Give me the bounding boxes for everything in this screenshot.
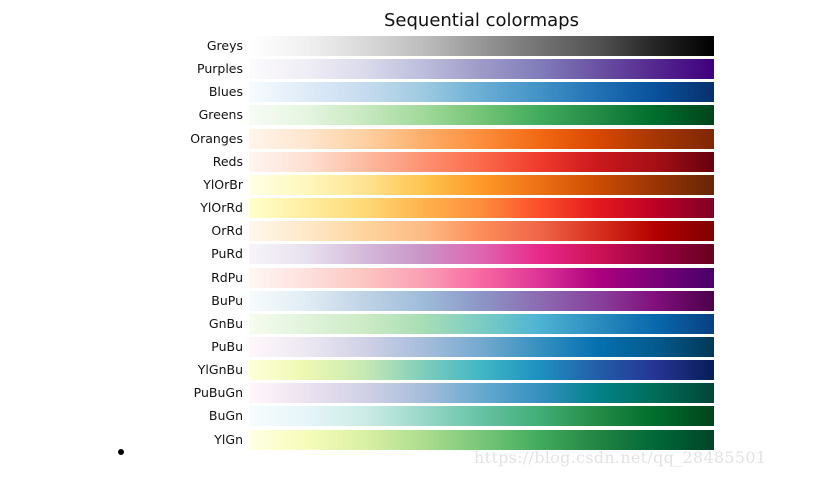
- colormap-bar-pubu: [249, 336, 714, 357]
- colormap-label-ylorbr: YlOrBr: [203, 176, 243, 192]
- colormap-label-bugn: BuGn: [208, 408, 243, 424]
- colormap-bar-bugn: [249, 406, 714, 427]
- colormap-bar-purd: [249, 244, 714, 265]
- colormap-label-ylgn: YlGn: [214, 431, 243, 447]
- colormap-bar-oranges: [249, 128, 714, 149]
- colormap-bar-bupu: [249, 290, 714, 311]
- colormap-bar-blues: [249, 82, 714, 103]
- chart-title: Sequential colormaps: [383, 10, 579, 31]
- colormap-bar-purples: [249, 59, 714, 80]
- colormap-label-reds: Reds: [212, 153, 243, 169]
- bullet-dot: [118, 449, 124, 455]
- colormap-bar-gnbu: [249, 313, 714, 334]
- colormap-bar-greys: [249, 36, 714, 56]
- colormap-label-ylorrd: YlOrRd: [200, 200, 243, 216]
- colormap-label-oranges: Oranges: [190, 130, 243, 146]
- colormap-bar-ylgnbu: [249, 360, 714, 381]
- colormap-bar-ylorbr: [249, 174, 714, 195]
- colormap-label-purples: Purples: [197, 61, 243, 77]
- colormap-bar-rdpu: [249, 267, 714, 288]
- colormap-label-gnbu: GnBu: [208, 315, 243, 331]
- colormap-label-greens: Greens: [198, 107, 243, 123]
- colormap-label-orrd: OrRd: [211, 223, 243, 239]
- colormap-bar-orrd: [249, 221, 714, 242]
- colormap-label-greys: Greys: [206, 38, 243, 53]
- colormap-bar-ylgn: [249, 429, 714, 450]
- watermark-text: https://blog.csdn.net/qq_28485501: [474, 448, 767, 467]
- colormap-label-ylgnbu: YlGnBu: [197, 362, 243, 378]
- colormap-bar-pubugn: [249, 383, 714, 404]
- colormap-label-blues: Blues: [208, 84, 243, 100]
- colormap-label-bupu: BuPu: [211, 292, 243, 308]
- colormap-label-rdpu: RdPu: [211, 269, 243, 285]
- colormap-bar-reds: [249, 151, 714, 172]
- colormap-label-pubugn: PuBuGn: [193, 385, 243, 401]
- colormap-bar-greens: [249, 105, 714, 126]
- colormap-label-pubu: PuBu: [211, 338, 243, 354]
- colormap-bar-ylorrd: [249, 198, 714, 219]
- colormap-label-purd: PuRd: [211, 246, 243, 262]
